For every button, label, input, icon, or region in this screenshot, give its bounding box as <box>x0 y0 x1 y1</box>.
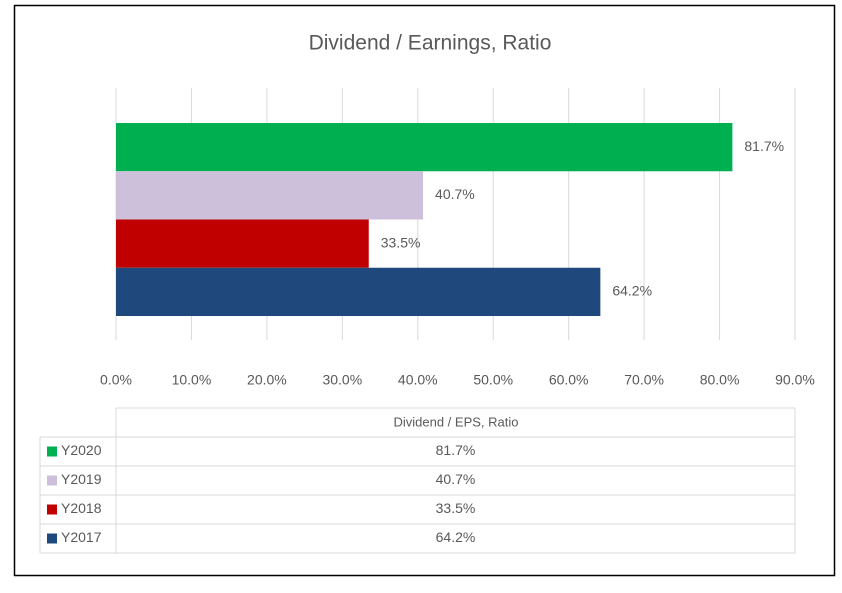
bar <box>116 171 424 220</box>
x-tick-label: 70.0% <box>624 372 664 388</box>
x-tick-label: 90.0% <box>775 372 815 388</box>
legend-label: Y2020 <box>61 442 102 458</box>
x-tick-label: 10.0% <box>172 372 212 388</box>
legend-swatch <box>47 533 57 544</box>
x-tick-label: 80.0% <box>700 372 740 388</box>
chart-border <box>13 4 836 577</box>
table-cell: 64.2% <box>436 529 476 545</box>
legend-swatch <box>47 446 57 457</box>
x-tick-label: 60.0% <box>549 372 589 388</box>
x-tick-label: 0.0% <box>100 372 132 388</box>
x-tick-label: 40.0% <box>398 372 438 388</box>
table-cell: 81.7% <box>436 442 476 458</box>
x-tick-label: 30.0% <box>322 372 362 388</box>
legend-swatch <box>47 504 57 515</box>
legend-label: Y2017 <box>61 529 102 545</box>
legend-label: Y2019 <box>61 471 102 487</box>
x-tick-label: 50.0% <box>473 372 513 388</box>
table-cell: 33.5% <box>436 500 476 516</box>
data-label: 40.7% <box>435 186 475 202</box>
chart-title: Dividend / Earnings, Ratio <box>309 32 552 55</box>
table-cell: 40.7% <box>436 471 476 487</box>
legend-swatch <box>47 475 57 486</box>
table-header: Dividend / EPS, Ratio <box>393 414 518 429</box>
bar <box>116 267 601 316</box>
x-tick-label: 20.0% <box>247 372 287 388</box>
legend-label: Y2018 <box>61 500 102 516</box>
bar <box>116 219 369 268</box>
data-label: 33.5% <box>381 234 421 250</box>
data-label: 81.7% <box>744 138 784 154</box>
bar <box>116 123 733 172</box>
data-label: 64.2% <box>612 283 652 299</box>
